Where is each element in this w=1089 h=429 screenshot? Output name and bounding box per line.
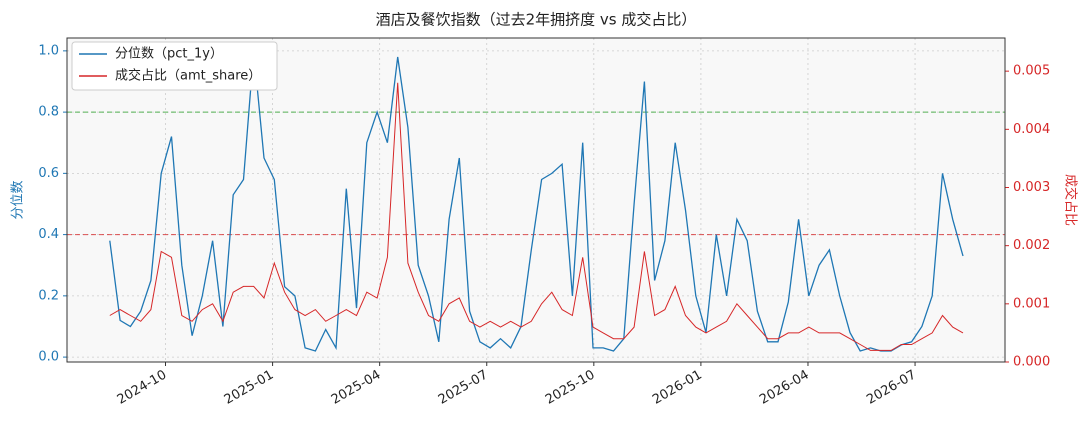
x-tick-label: 2026-07 <box>864 368 919 408</box>
x-tick-label: 2025-10 <box>543 368 598 408</box>
plot-frame <box>66 37 1006 363</box>
y-tick-label: 1.0 <box>38 43 59 58</box>
legend-box <box>71 41 278 91</box>
y2-tick-label: 0.002 <box>1013 238 1050 253</box>
y2-tick-label: 0.005 <box>1013 64 1050 79</box>
y2-tick-label: 0.003 <box>1013 180 1050 195</box>
y-tick-label: 0.4 <box>38 227 59 242</box>
legend-label: 成交占比（amt_share） <box>115 68 261 84</box>
y-tick-label: 0.6 <box>38 166 59 181</box>
x-tick-label: 2025-04 <box>329 368 384 408</box>
y2-axis-label: 成交占比 <box>1063 174 1079 226</box>
x-tick-label: 2025-01 <box>222 368 277 408</box>
y-tick-label: 0.2 <box>38 288 59 303</box>
y2-tick-label: 0.004 <box>1013 122 1050 137</box>
legend: 分位数（pct_1y） 成交占比（amt_share） <box>71 41 278 91</box>
plot-area <box>66 37 1006 363</box>
x-tick-label: 2024-10 <box>115 368 170 408</box>
legend-label: 分位数（pct_1y） <box>115 47 223 62</box>
chart-title: 酒店及餐饮指数（过去2年拥挤度 vs 成交占比） <box>376 11 697 29</box>
x-tick-label: 2026-04 <box>757 368 812 408</box>
y-tick-label: 0.0 <box>38 350 59 365</box>
y2-tick-label: 0.001 <box>1013 296 1050 311</box>
y2-tick-label: 0.000 <box>1013 355 1050 370</box>
series-line <box>109 82 964 351</box>
x-tick-label: 2026-01 <box>650 368 705 408</box>
y-tick-label: 0.8 <box>38 105 59 120</box>
y-axis-label: 分位数 <box>11 180 26 219</box>
x-tick-label: 2025-07 <box>436 368 491 408</box>
